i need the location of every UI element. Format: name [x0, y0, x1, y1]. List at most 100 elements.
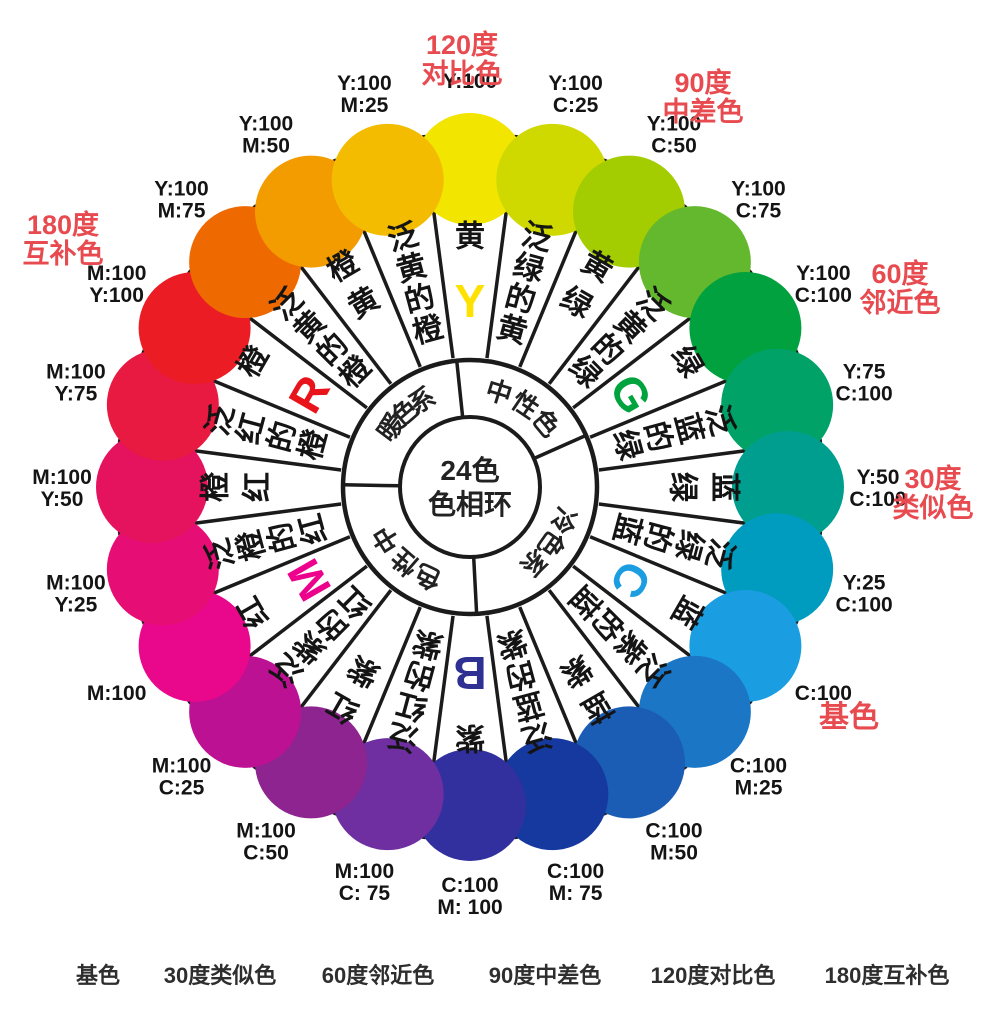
cmyk-value-line1: Y:50 [857, 466, 900, 489]
cmyk-value-line1: C:100 [645, 819, 702, 842]
cmyk-value-line2: Y:75 [54, 382, 97, 405]
ring-divider-line [454, 360, 465, 418]
sector-label-char: 绿 [607, 426, 647, 464]
annotation-complementary-180: 互补色 [23, 238, 104, 269]
cmyk-value-line2: C:25 [159, 776, 205, 799]
annotation-adjacent-60: 邻近色 [860, 287, 941, 318]
sector-label-char: 绿 [666, 472, 699, 503]
annotation-contrast-120: 对比色 [422, 58, 503, 89]
annotation-analogous-30: 类似色 [893, 492, 974, 523]
sector-label-char: 紫 [493, 624, 531, 664]
cmyk-value-line2: C:50 [651, 135, 697, 158]
cmyk-value-line1: C:100 [730, 754, 787, 777]
cmyk-value-line2: C:100 [849, 488, 906, 511]
cmyk-value: M:100 [87, 682, 147, 705]
sector-label-char: 红 [242, 472, 275, 502]
color-dot [496, 738, 609, 851]
sector-label-char: 红 [294, 510, 334, 548]
cmyk-value-line2: Y:50 [41, 488, 84, 511]
cmyk-value-line1: M:100 [32, 466, 92, 489]
cmyk-value-line2: M: 100 [437, 896, 502, 919]
cmyk-value-line2: C:25 [553, 94, 599, 117]
legend-item: 90度中差色 [488, 963, 602, 988]
cmyk-value-line1: Y:100 [154, 178, 208, 201]
color-dot [721, 348, 834, 461]
primary-letter-G: G [600, 366, 663, 423]
cmyk-value-line2: M:25 [340, 94, 388, 117]
cmyk-value-line1: C:100 [441, 874, 498, 897]
color-dot [331, 123, 444, 236]
sector-label-char: 紫 [343, 649, 385, 693]
cmyk-value-line1: M:100 [46, 360, 106, 383]
primary-letter-M: M [277, 550, 341, 609]
legend-item: 30度类似色 [163, 963, 277, 988]
annotation-medium-diff-90: 中差色 [663, 96, 744, 127]
ring-divider-line [533, 433, 587, 461]
sector-label-char: 黄 [343, 282, 385, 326]
cmyk-value-line1: M:100 [236, 819, 296, 842]
cmyk-value-line2: Y:25 [54, 594, 97, 617]
cmyk-value-line1: Y:75 [843, 360, 886, 383]
sector-label-char: 黄 [455, 221, 485, 254]
annotation-contrast-120: 120度 [426, 29, 498, 60]
sector-label-char: 黄 [493, 311, 531, 351]
cmyk-value-line1: M:100 [46, 572, 106, 595]
cmyk-value-line2: C:100 [835, 382, 892, 405]
annotation-base-color: 基色 [819, 701, 879, 734]
color-dot [414, 749, 526, 861]
cmyk-value-line2: M:50 [650, 841, 698, 864]
annotation-medium-diff-90: 90度 [674, 67, 731, 98]
legend-item: 基色 [75, 963, 121, 988]
annotation-analogous-30: 30度 [904, 463, 961, 494]
cmyk-value-line2: M:50 [242, 135, 290, 158]
legend-item: 60度邻近色 [321, 963, 435, 988]
cmyk-value-line1: Y:25 [843, 572, 886, 595]
cmyk-value-line2: C:100 [835, 594, 892, 617]
cmyk-value-line1: M:100 [152, 754, 212, 777]
sector-label-char: 蓝 [607, 510, 647, 548]
cmyk-value-line2: C:100 [795, 284, 852, 307]
cmyk-value-line2: C: 75 [339, 882, 391, 905]
center-title-line1: 24色 [440, 454, 499, 486]
annotation-complementary-180: 180度 [27, 209, 99, 240]
sector-label-char: 蓝 [708, 472, 741, 502]
cmyk-value-line2: M: 75 [549, 882, 603, 905]
annotation-adjacent-60: 60度 [871, 258, 928, 289]
color-dot [732, 431, 844, 543]
sector-label-char: 紫 [555, 649, 597, 693]
cmyk-value-line1: Y:100 [796, 262, 850, 285]
cmyk-value: C:100 [795, 682, 852, 705]
color-dot [414, 113, 526, 225]
color-dot [96, 431, 208, 543]
cmyk-value-line1: C:100 [547, 860, 604, 883]
cmyk-value-line1: Y:100 [731, 178, 785, 201]
sector-label-char: 紫 [455, 721, 485, 754]
cmyk-value-line2: C:75 [736, 200, 782, 223]
primary-letter-B: B [453, 647, 486, 699]
cmyk-value-line1: Y:100 [239, 113, 293, 136]
cmyk-value: Y:100 [443, 70, 497, 93]
sector-label-char: 橙 [294, 425, 334, 463]
center-circle [398, 415, 542, 559]
sector-label-char: 紫 [409, 624, 447, 664]
cmyk-value-line2: Y:100 [89, 284, 143, 307]
cmyk-value-line1: Y:100 [337, 72, 391, 95]
legend-item: 180度互补色 [824, 963, 950, 988]
color-dot [106, 513, 219, 626]
cmyk-value-line2: M:25 [735, 776, 783, 799]
cmyk-value-line2: C:50 [243, 841, 289, 864]
cmyk-value-line1: M:100 [87, 262, 147, 285]
cmyk-value-line1: Y:100 [548, 72, 602, 95]
cmyk-value-line1: M:100 [335, 860, 395, 883]
primary-letter-Y: Y [455, 275, 486, 327]
cmyk-value-line2: M:75 [158, 200, 206, 223]
center-title-line2: 色相环 [428, 488, 512, 520]
cmyk-value-line1: Y:100 [647, 113, 701, 136]
sector-label-char: 橙 [200, 471, 233, 502]
ring-divider-line [342, 483, 401, 488]
ring-divider-line [471, 556, 479, 614]
sector-label-char: 绿 [555, 282, 598, 326]
legend-item: 120度对比色 [650, 963, 776, 988]
